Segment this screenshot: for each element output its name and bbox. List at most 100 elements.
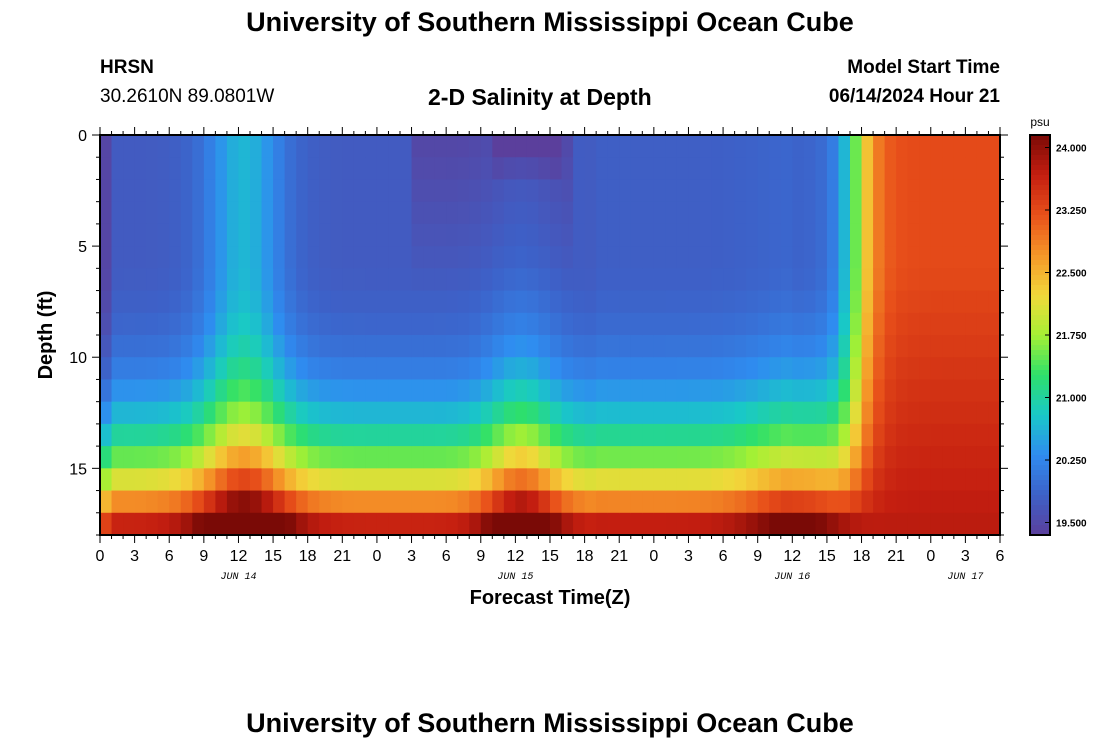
heatmap-cell — [769, 490, 782, 514]
heatmap-cell — [711, 468, 724, 492]
heatmap-cell — [134, 490, 147, 514]
heatmap-cell — [319, 401, 332, 425]
heatmap-cell — [723, 512, 736, 536]
heatmap-cell — [434, 357, 447, 380]
x-axis-label: Forecast Time(Z) — [470, 587, 631, 609]
heatmap-cell — [642, 290, 655, 314]
heatmap-cell — [273, 312, 286, 336]
colorbar-band — [1030, 310, 1050, 316]
heatmap-cell — [953, 446, 966, 469]
heatmap-cell — [596, 357, 609, 380]
x-tick-label: 0 — [926, 548, 935, 565]
heatmap-cell — [238, 401, 251, 425]
heatmap-cell — [388, 246, 401, 269]
heatmap-cell — [550, 179, 563, 203]
y-tick-label: 0 — [78, 128, 87, 145]
heatmap-cell — [584, 379, 597, 403]
heatmap-cell — [319, 468, 332, 492]
date-label: JUN 14 — [220, 572, 256, 583]
heatmap-cell — [711, 157, 724, 180]
heatmap-cell — [826, 512, 839, 536]
heatmap-cell — [826, 135, 839, 158]
heatmap-cell — [411, 290, 424, 314]
heatmap-cell — [723, 357, 736, 380]
heatmap-cell — [873, 268, 886, 292]
heatmap-cell — [215, 201, 228, 225]
heatmap-cell — [930, 379, 943, 403]
heatmap-cell — [596, 312, 609, 336]
heatmap-cell — [515, 223, 528, 247]
heatmap-cell — [503, 401, 516, 425]
heatmap-cell — [284, 446, 297, 469]
heatmap-cell — [376, 512, 389, 536]
heatmap-cell — [376, 179, 389, 203]
heatmap-cell — [803, 246, 816, 269]
heatmap-cell — [688, 179, 701, 203]
heatmap-cell — [976, 379, 989, 403]
heatmap-cell — [365, 223, 378, 247]
heatmap-cell — [596, 135, 609, 158]
heatmap-cell — [619, 490, 632, 514]
heatmap-cell — [573, 379, 586, 403]
heatmap-cell — [550, 157, 563, 180]
heatmap-cell — [561, 223, 574, 247]
heatmap-cell — [469, 401, 482, 425]
heatmap-cell — [688, 335, 701, 358]
heatmap-cell — [838, 157, 851, 180]
heatmap-cell — [965, 401, 978, 425]
heatmap-cell — [630, 268, 643, 292]
heatmap-cell — [688, 379, 701, 403]
heatmap-cell — [503, 268, 516, 292]
heatmap-cell — [734, 423, 747, 447]
footer-title: University of Southern Mississippi Ocean… — [246, 708, 854, 738]
heatmap-cell — [676, 423, 689, 447]
heatmap-cell — [688, 490, 701, 514]
heatmap-cell — [526, 135, 539, 158]
heatmap-cell — [976, 135, 989, 158]
heatmap-cell — [146, 401, 159, 425]
heatmap-cell — [157, 312, 170, 336]
heatmap-cell — [376, 379, 389, 403]
colorbar-band — [1030, 500, 1050, 506]
heatmap-cell — [261, 401, 274, 425]
heatmap-cell — [134, 223, 147, 247]
heatmap-cell — [930, 312, 943, 336]
heatmap-cell — [330, 268, 343, 292]
heatmap-cell — [100, 446, 113, 469]
heatmap-cell — [653, 357, 666, 380]
colorbar-band — [1030, 195, 1050, 201]
colorbar-tick-label: 24.000 — [1056, 144, 1087, 155]
heatmap-cell — [619, 290, 632, 314]
heatmap-cell — [596, 290, 609, 314]
heatmap-cell — [919, 335, 932, 358]
heatmap-cell — [965, 446, 978, 469]
heatmap-cell — [838, 446, 851, 469]
heatmap-cell — [353, 468, 366, 492]
date-label: JUN 15 — [497, 572, 533, 583]
heatmap-cell — [953, 312, 966, 336]
heatmap-cell — [457, 423, 470, 447]
heatmap-cell — [515, 179, 528, 203]
heatmap-cell — [296, 201, 309, 225]
heatmap-cell — [180, 312, 193, 336]
heatmap-cell — [930, 490, 943, 514]
heatmap-cell — [480, 379, 493, 403]
heatmap-cell — [803, 357, 816, 380]
heatmap-cell — [919, 490, 932, 514]
heatmap-cell — [169, 357, 182, 380]
colorbar-band — [1030, 430, 1050, 436]
heatmap-cell — [503, 512, 516, 536]
heatmap-cell — [180, 157, 193, 180]
heatmap-cell — [203, 446, 216, 469]
heatmap-cell — [400, 290, 413, 314]
heatmap-cell — [757, 312, 770, 336]
heatmap-cell — [330, 490, 343, 514]
heatmap-cell — [907, 135, 920, 158]
heatmap-cell — [734, 335, 747, 358]
heatmap-cell — [723, 223, 736, 247]
heatmap-cell — [861, 335, 874, 358]
heatmap-cell — [526, 246, 539, 269]
heatmap-cell — [550, 357, 563, 380]
heatmap-cell — [353, 401, 366, 425]
heatmap-cell — [873, 246, 886, 269]
